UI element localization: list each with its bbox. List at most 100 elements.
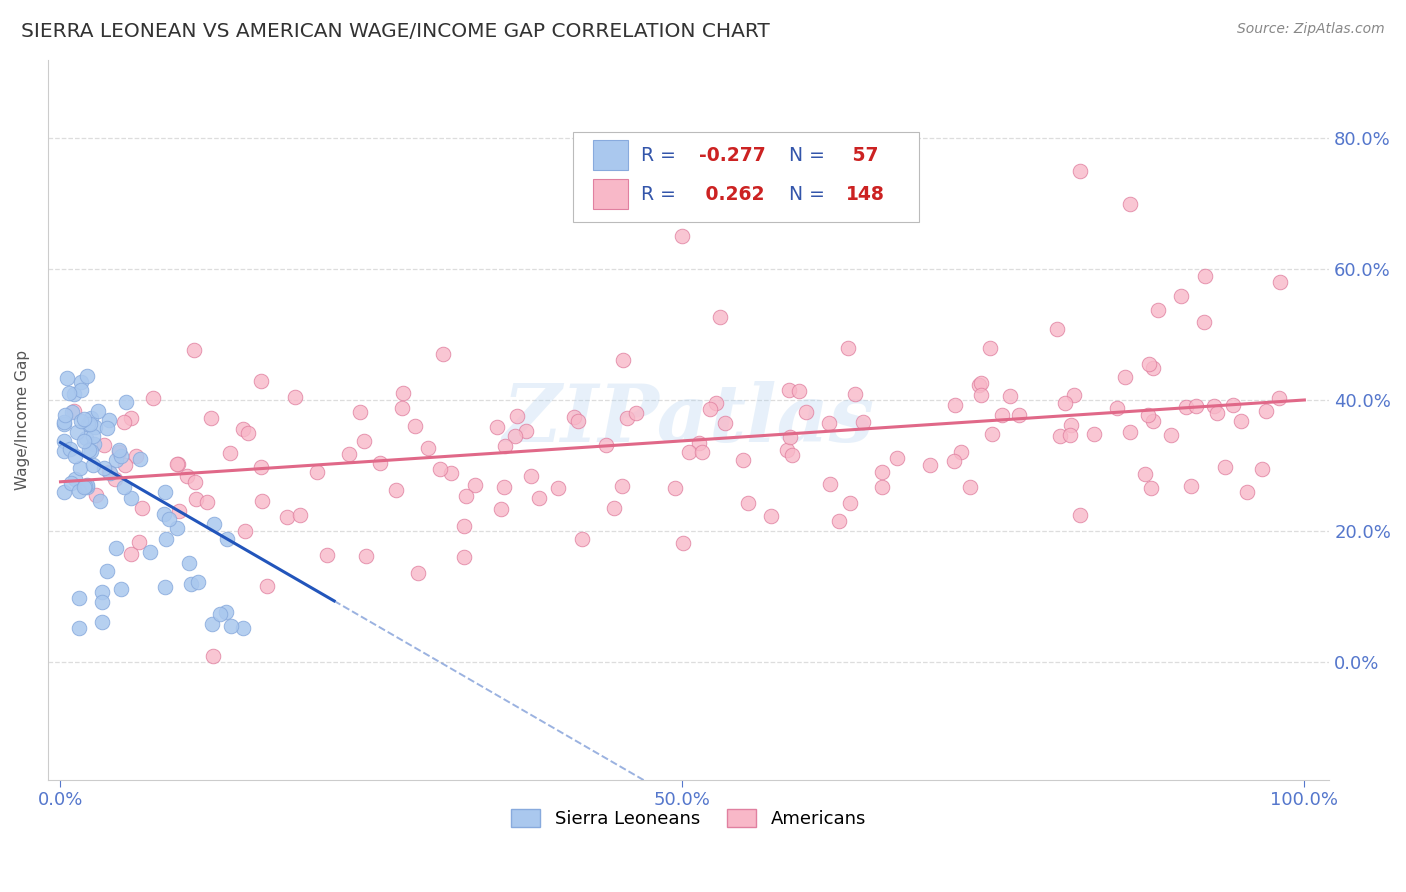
Point xyxy=(405,419,427,434)
Point xyxy=(77,443,100,458)
Legend: Sierra Leoneans, Americans: Sierra Leoneans, Americans xyxy=(505,802,873,836)
Point xyxy=(93,460,115,475)
Point xyxy=(503,428,526,442)
Point xyxy=(1053,396,1076,410)
Point xyxy=(186,492,208,507)
Point xyxy=(979,341,1001,355)
Point xyxy=(943,398,966,412)
Text: N =: N = xyxy=(789,146,831,165)
FancyBboxPatch shape xyxy=(592,140,628,170)
Point xyxy=(84,420,107,434)
Point xyxy=(690,445,713,459)
Point xyxy=(616,411,638,425)
Point xyxy=(391,401,413,415)
Point xyxy=(515,424,537,438)
Point xyxy=(612,353,634,368)
Point xyxy=(337,447,360,461)
Point xyxy=(250,460,273,475)
Point xyxy=(1146,303,1168,318)
Point xyxy=(236,425,259,440)
Point xyxy=(120,410,142,425)
Y-axis label: Wage/Income Gap: Wage/Income Gap xyxy=(15,350,30,490)
Point xyxy=(214,606,236,620)
Point xyxy=(153,485,176,500)
Point xyxy=(63,450,86,464)
Point xyxy=(202,517,225,532)
Point xyxy=(1140,481,1163,495)
Point xyxy=(120,491,142,506)
Point xyxy=(1222,398,1244,412)
Point xyxy=(1107,401,1129,415)
Point xyxy=(440,466,463,480)
Point xyxy=(354,549,377,563)
Point xyxy=(201,617,224,632)
Text: 57: 57 xyxy=(846,146,879,165)
Point xyxy=(89,493,111,508)
Text: -0.277: -0.277 xyxy=(699,146,766,165)
Point xyxy=(82,458,104,473)
Point xyxy=(215,532,238,546)
Point xyxy=(155,532,177,546)
Point xyxy=(65,472,87,486)
Point xyxy=(128,534,150,549)
Point xyxy=(886,450,908,465)
Point xyxy=(1250,461,1272,475)
Point xyxy=(827,514,849,528)
Point xyxy=(96,421,118,435)
Point xyxy=(157,511,180,525)
Point xyxy=(55,371,77,385)
Point xyxy=(53,485,76,500)
Point xyxy=(505,409,527,423)
Point xyxy=(1046,322,1069,336)
Point xyxy=(76,480,98,494)
Point xyxy=(62,404,84,418)
Point xyxy=(610,479,633,493)
Point xyxy=(678,445,700,459)
Point xyxy=(794,405,817,419)
Point xyxy=(176,469,198,483)
Point xyxy=(1059,428,1081,442)
Point xyxy=(128,452,150,467)
Point xyxy=(276,510,298,524)
Point xyxy=(349,405,371,419)
Point xyxy=(837,341,859,355)
Point xyxy=(200,410,222,425)
Point xyxy=(84,488,107,502)
Point xyxy=(75,432,97,446)
Point xyxy=(112,479,135,493)
Point xyxy=(571,532,593,546)
Point xyxy=(316,549,339,563)
Point xyxy=(69,414,91,428)
Point xyxy=(1063,388,1085,402)
Point xyxy=(852,415,875,429)
Point xyxy=(76,478,98,492)
Point xyxy=(672,535,695,549)
FancyBboxPatch shape xyxy=(592,179,628,210)
Text: R =: R = xyxy=(641,146,682,165)
Point xyxy=(418,441,440,455)
Point xyxy=(870,465,893,479)
Text: N =: N = xyxy=(789,185,831,203)
Point xyxy=(844,387,866,401)
Point xyxy=(167,458,190,472)
Point xyxy=(59,442,82,457)
Point xyxy=(453,550,475,565)
Point xyxy=(429,462,451,476)
Point xyxy=(1180,479,1202,493)
Point xyxy=(489,501,512,516)
Point xyxy=(1137,357,1160,371)
Point xyxy=(709,310,731,324)
Point xyxy=(942,454,965,468)
Point xyxy=(519,469,541,483)
Point xyxy=(699,402,721,417)
Point xyxy=(177,557,200,571)
Point xyxy=(53,443,76,458)
Point xyxy=(249,374,271,388)
Point xyxy=(406,566,429,580)
Text: R =: R = xyxy=(641,185,682,203)
Point xyxy=(981,426,1004,441)
Point xyxy=(991,408,1014,422)
Point xyxy=(139,544,162,558)
Point xyxy=(67,621,90,635)
Point xyxy=(949,445,972,459)
